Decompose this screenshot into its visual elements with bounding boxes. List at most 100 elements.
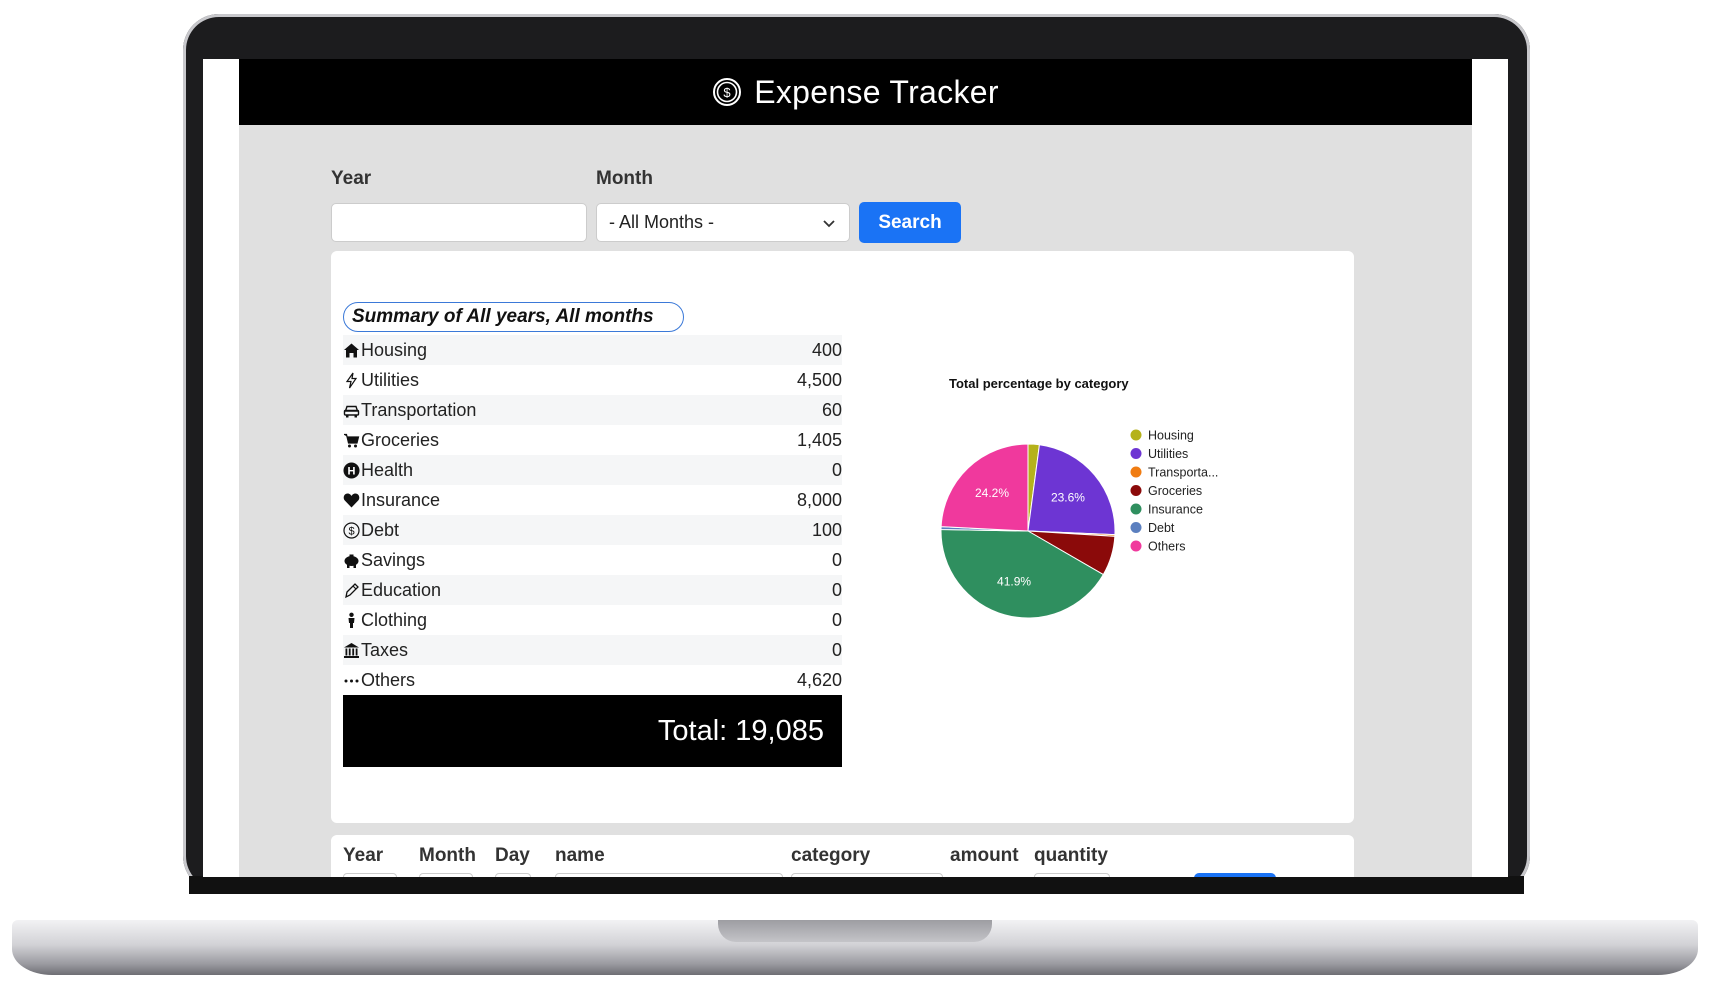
entry-label-category: category	[791, 845, 871, 866]
entry-label-name: name	[555, 845, 605, 866]
category-value: 0	[831, 459, 842, 480]
category-row-clothing: Clothing 0	[343, 605, 842, 635]
category-row-debt: $ Debt 100	[343, 515, 842, 545]
hospital-icon: H	[343, 462, 360, 479]
month-label: Month	[596, 168, 653, 189]
category-label: Education	[361, 579, 442, 600]
legend-label[interactable]: Transporta...	[1148, 466, 1218, 480]
category-row-housing: Housing 400	[343, 335, 842, 365]
total-value: Total: 19,085	[657, 714, 824, 747]
month-select[interactable]: - All Months -	[596, 203, 850, 242]
category-label: Clothing	[361, 609, 428, 630]
category-value: 0	[831, 579, 842, 600]
bank-icon	[343, 642, 360, 659]
pie-percent-label: 24.2%	[975, 486, 1009, 500]
category-row-utilities: Utilities 4,500	[343, 365, 842, 395]
pen-icon	[343, 582, 360, 599]
category-row-insurance: Insurance 8,000	[343, 485, 842, 515]
legend-marker[interactable]	[1130, 466, 1142, 478]
category-row-others: Others 4,620	[343, 665, 842, 695]
category-label: Taxes	[361, 639, 409, 660]
category-label: Debt	[361, 519, 400, 540]
pie-slice-others[interactable]	[941, 443, 1029, 532]
category-value: 0	[831, 549, 842, 570]
chevron-down-icon	[823, 219, 835, 227]
svg-text:H: H	[348, 465, 356, 477]
category-label: Transportation	[361, 399, 477, 420]
legend-label[interactable]: Insurance	[1148, 503, 1203, 517]
category-value: 0	[831, 609, 842, 630]
search-button[interactable]: Search	[859, 202, 961, 243]
year-input[interactable]	[331, 203, 587, 242]
category-label: Health	[361, 459, 414, 480]
category-table: Housing 400 Utilities 4,500 Transportation 60…	[343, 335, 842, 695]
pie-percent-label: 23.6%	[1051, 490, 1085, 504]
legend-label[interactable]: Housing	[1148, 429, 1194, 443]
legend-marker[interactable]	[1130, 540, 1142, 552]
dollar-circle-icon: $	[713, 78, 742, 106]
legend-label[interactable]: Debt	[1148, 521, 1175, 535]
entry-category-select[interactable]	[791, 873, 943, 877]
legend-label[interactable]: Others	[1148, 540, 1186, 554]
pie-slice-insurance[interactable]	[941, 529, 1104, 619]
category-row-taxes: Taxes 0	[343, 635, 842, 665]
legend-marker[interactable]	[1130, 429, 1142, 441]
category-row-transportation: Transportation 60	[343, 395, 842, 425]
total-bar: Total: 19,085	[343, 695, 842, 767]
category-value: 4,620	[796, 669, 842, 690]
entry-form: Year Month Day name category amount quantity	[331, 835, 1354, 877]
entry-label-day: Day	[495, 845, 530, 866]
category-label: Housing	[361, 339, 428, 360]
legend-marker[interactable]	[1130, 522, 1142, 533]
category-value: 4,500	[796, 369, 842, 390]
person-icon	[343, 612, 360, 629]
legend-marker[interactable]	[1130, 503, 1142, 515]
category-value: 400	[811, 339, 842, 360]
legend-marker[interactable]	[1130, 448, 1142, 459]
laptop-notch	[718, 920, 992, 942]
legend-label[interactable]: Utilities	[1148, 447, 1188, 461]
pie-percent-label: 41.9%	[997, 574, 1031, 588]
coin-icon: $	[343, 521, 360, 539]
category-value: 100	[811, 519, 842, 540]
category-label: Utilities	[361, 369, 420, 390]
screen: $ Expense Tracker Year Month - All Month…	[203, 59, 1508, 877]
cart-icon	[343, 432, 360, 449]
category-label: Groceries	[361, 429, 440, 450]
add-entry-button[interactable]	[1194, 873, 1276, 877]
pie-chart-svg: 23.6% 41.9% 24.2% Housing Utilities Transport…	[941, 429, 1218, 619]
svg-text:$: $	[348, 525, 354, 537]
entry-name-input[interactable]	[555, 873, 783, 877]
entry-label-quantity: quantity	[1034, 845, 1108, 866]
category-row-education: Education 0	[343, 575, 842, 605]
car-icon	[343, 402, 360, 419]
entry-day-input[interactable]	[495, 873, 531, 877]
app: $ Expense Tracker Year Month - All Month…	[239, 59, 1472, 877]
summary-card: Summary of All years, All months Housing…	[331, 251, 1354, 823]
legend-marker[interactable]	[1130, 485, 1142, 496]
svg-text:$: $	[724, 85, 732, 100]
year-label: Year	[331, 168, 372, 189]
lightning-icon	[343, 372, 360, 389]
entry-label-year: Year	[343, 845, 384, 866]
house-icon	[343, 342, 360, 359]
entry-month-input[interactable]	[419, 873, 473, 877]
month-select-value: - All Months -	[609, 212, 715, 232]
summary-title: Summary of All years, All months	[343, 302, 684, 332]
app-header: $ Expense Tracker	[239, 59, 1472, 125]
ellipsis-icon	[343, 672, 360, 689]
category-label: Savings	[361, 549, 426, 570]
pie-slice-utilities[interactable]	[1027, 444, 1116, 536]
category-value: 1,405	[796, 429, 842, 450]
entry-quantity-input[interactable]	[1034, 873, 1110, 877]
category-value: 60	[821, 399, 842, 420]
legend-label[interactable]: Groceries	[1148, 484, 1202, 498]
category-row-savings: Savings 0	[343, 545, 842, 575]
laptop-bezel	[189, 876, 1524, 894]
chart-title: Total percentage by category	[949, 376, 1129, 391]
category-row-health: H Health 0	[343, 455, 842, 485]
category-value: 0	[831, 639, 842, 660]
entry-year-input[interactable]	[343, 873, 397, 877]
entry-label-month: Month	[419, 845, 476, 866]
piggy-bank-icon	[343, 552, 360, 569]
